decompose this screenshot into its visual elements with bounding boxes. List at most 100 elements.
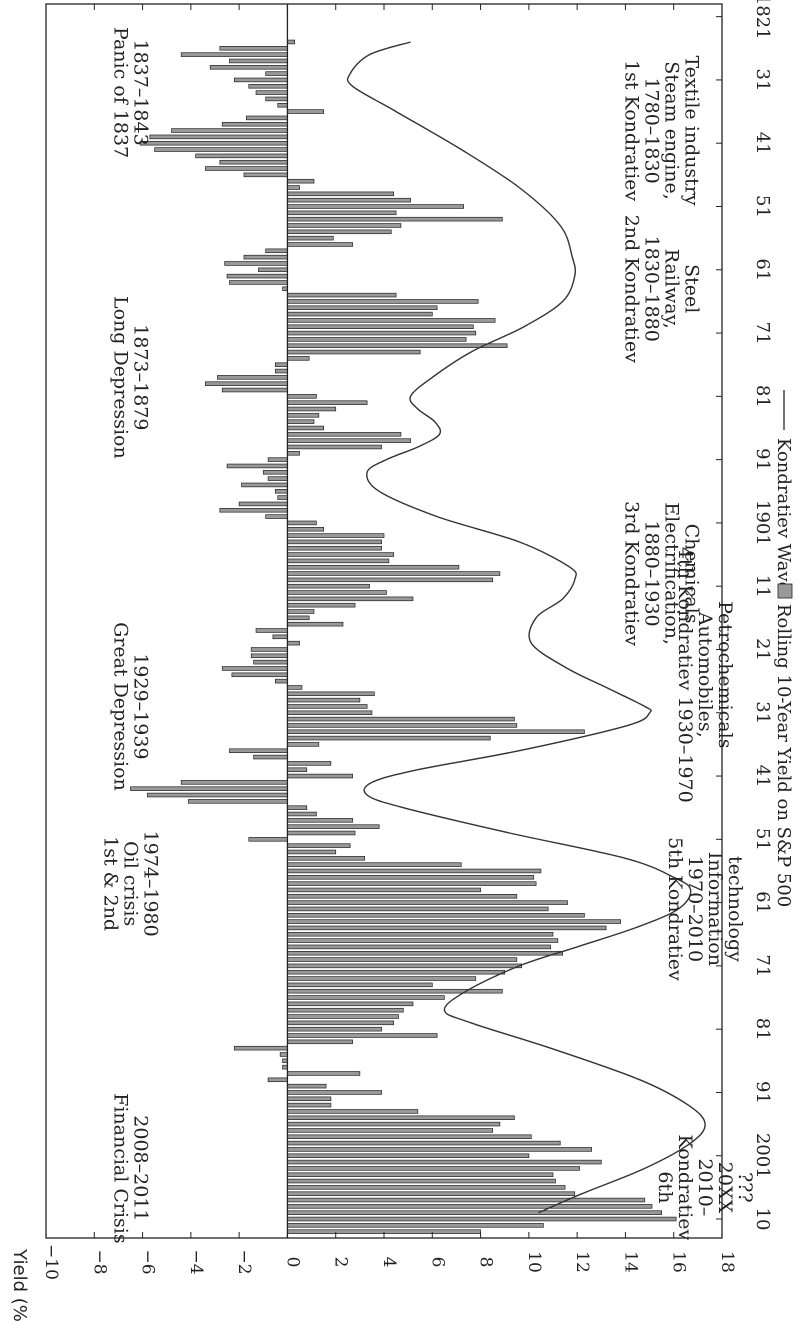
yield-bar-1954 xyxy=(287,856,366,861)
legend: Kondratiev Wave Rolling 10-Year Yield on … xyxy=(773,390,794,907)
ytick-label: −2 xyxy=(234,1249,254,1274)
yield-bar-1837 xyxy=(246,115,288,121)
yield-bar-1856 xyxy=(287,235,334,241)
ytick-label: 16 xyxy=(669,1251,689,1273)
yield-bar-1994 xyxy=(287,1109,419,1114)
yield-bar-1911 xyxy=(287,583,370,589)
annotation-line: Long Depression xyxy=(110,296,132,459)
yield-bar-1873 xyxy=(287,343,508,348)
ytick-label: −8 xyxy=(89,1249,109,1274)
yield-bar-1979 xyxy=(287,1014,399,1019)
ytick-label: 18 xyxy=(717,1251,737,1273)
legend-bar-swatch xyxy=(777,583,793,599)
yield-bar-1913 xyxy=(287,596,414,602)
yield-bar-1834 xyxy=(265,96,288,102)
yield-bar-1982 xyxy=(287,1033,438,1038)
yield-bar-1836 xyxy=(287,109,324,114)
yield-bar-1992 xyxy=(287,1096,332,1102)
yield-bar-2006 xyxy=(287,1185,566,1190)
yield-bar-1931 xyxy=(287,710,373,716)
xtick-label: 91 xyxy=(752,1081,773,1104)
yield-bar-1840 xyxy=(149,134,288,140)
xtick-label: 2001 xyxy=(752,1133,773,1179)
yield-bar-1853 xyxy=(287,216,503,222)
yield-bar-1888 xyxy=(287,438,411,443)
yield-bar-1874 xyxy=(287,349,421,355)
yield-bar-1932 xyxy=(287,716,515,722)
yield-bar-1860 xyxy=(224,261,288,266)
yield-bar-2000 xyxy=(287,1147,592,1152)
yield-bar-1922 xyxy=(250,653,288,659)
yield-bar-1832 xyxy=(248,84,288,89)
yield-bar-1989 xyxy=(267,1077,288,1083)
yield-bar-1952 xyxy=(287,843,351,848)
annotation-line: Railway, xyxy=(661,249,683,329)
yield-bar-1846 xyxy=(243,172,288,178)
yield-bar-1890 xyxy=(287,451,300,456)
yield-bar-1980 xyxy=(287,1020,395,1026)
xtick-label: 1821 xyxy=(752,0,773,40)
xtick-label: 61 xyxy=(752,258,773,281)
yield-bar-1861 xyxy=(258,267,288,273)
yield-bar-1859 xyxy=(243,254,288,260)
yield-bar-1991 xyxy=(287,1090,382,1095)
yield-bar-2008 xyxy=(287,1197,646,1203)
yield-bar-1872 xyxy=(287,337,467,342)
ytick-label: 0 xyxy=(282,1257,302,1268)
yield-bar-1830 xyxy=(265,71,288,76)
annotation-k3: 3rd Kondratiev1880–1930Electrification,C… xyxy=(621,501,703,646)
annotation-k5: 5th Kondratiev1970–2010Informationtechno… xyxy=(664,837,746,981)
yield-bar-1864 xyxy=(282,286,288,292)
yield-bar-1866 xyxy=(287,299,479,304)
yield-bar-1844 xyxy=(219,159,288,165)
annotation-line: 2010– xyxy=(694,1158,716,1216)
yield-bar-1828 xyxy=(229,58,288,64)
annotation-line: Panic of 1837 xyxy=(110,27,132,158)
yield-bar-1905 xyxy=(287,545,382,551)
yield-bar-1920 xyxy=(287,640,300,646)
xtick-label: 71 xyxy=(752,954,773,977)
annotation-line: Financial Crisis xyxy=(110,1093,132,1244)
yield-bar-1851 xyxy=(287,204,465,209)
yield-bar-1841 xyxy=(139,140,288,146)
yield-bar-1926 xyxy=(275,678,288,684)
xtick-label: 61 xyxy=(752,891,773,914)
yield-bar-1999 xyxy=(287,1140,561,1146)
yield-bar-1877 xyxy=(275,368,288,374)
plot-area xyxy=(130,4,706,1238)
yield-bar-1900 xyxy=(265,514,288,519)
yield-bar-1971 xyxy=(287,963,522,969)
yield-bar-1947 xyxy=(287,811,317,817)
yield-bar-1833 xyxy=(255,90,288,95)
yield-bar-1855 xyxy=(287,229,392,235)
yield-bar-1896 xyxy=(275,489,288,494)
xtick-label: 41 xyxy=(752,765,773,788)
yield-bar-1964 xyxy=(287,919,621,924)
yield-bar-1883 xyxy=(287,406,337,412)
yield-bar-1886 xyxy=(287,425,324,431)
yield-bar-1944 xyxy=(147,792,288,798)
annotation-k4: 4th Kondratiev 1930–1970Automobiles,Petr… xyxy=(674,547,736,803)
xtick-label: 31 xyxy=(752,701,773,724)
yield-bar-1941 xyxy=(287,773,353,779)
annotation-line: Great Depression xyxy=(110,622,132,791)
annotation-line: 3rd Kondratiev xyxy=(621,501,643,646)
yield-bar-2012 xyxy=(287,1223,544,1228)
yield-bar-1885 xyxy=(287,419,315,424)
yield-bar-1880 xyxy=(221,387,288,393)
yield-bar-1829 xyxy=(209,65,288,70)
yield-bar-1942 xyxy=(180,780,288,785)
yield-bar-1876 xyxy=(275,362,288,367)
yield-bar-1827 xyxy=(180,52,288,57)
xtick-label: 31 xyxy=(752,68,773,91)
yield-bar-1904 xyxy=(287,539,382,545)
ytick-label: −10 xyxy=(41,1244,61,1280)
yield-bar-1892 xyxy=(226,463,288,469)
yield-bar-1884 xyxy=(287,413,320,418)
yield-bar-1909 xyxy=(287,571,501,576)
yield-bar-1848 xyxy=(287,185,300,190)
annotation-line: 4th Kondratiev 1930–1970 xyxy=(674,547,696,803)
